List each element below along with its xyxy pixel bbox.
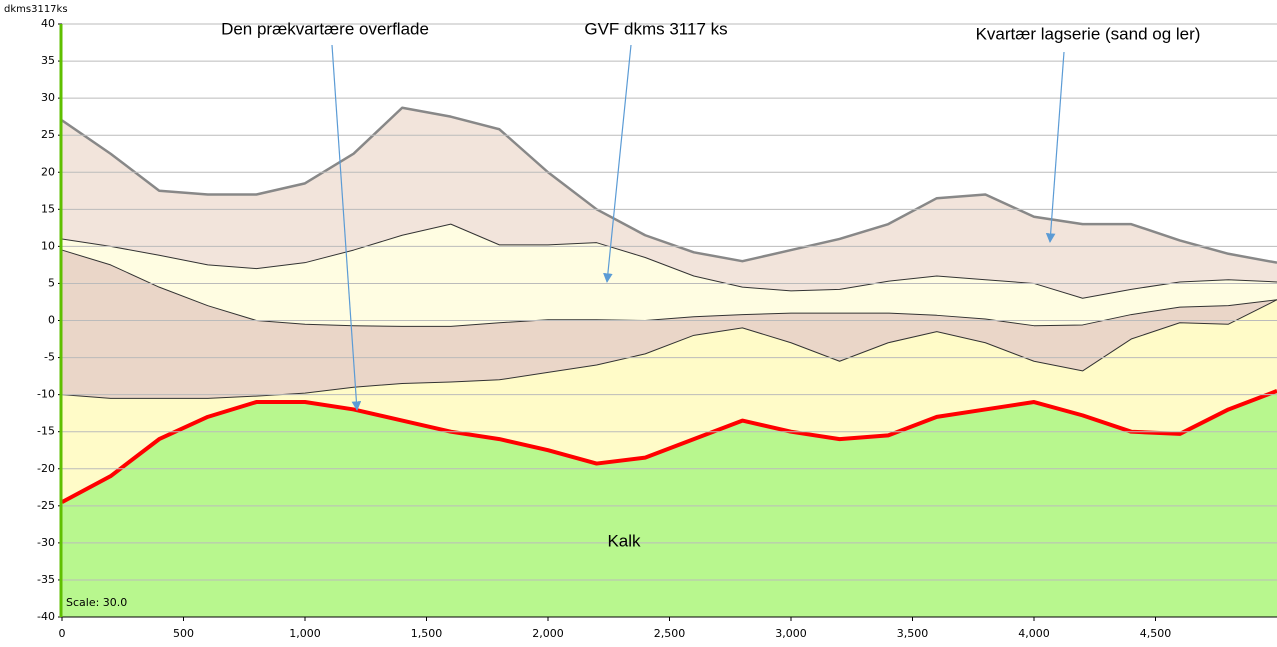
y-tick-label: 0 (48, 314, 55, 327)
axis-title: dkms3117ks (4, 4, 68, 15)
x-tick-label: 4,500 (1140, 627, 1172, 640)
x-tick-label: 4,000 (1018, 627, 1050, 640)
annotation: Kalk (607, 531, 641, 550)
y-tick-label: 15 (41, 202, 55, 215)
y-tick-label: -10 (37, 388, 55, 401)
x-tick-label: 500 (173, 627, 194, 640)
arrow (1050, 52, 1064, 242)
y-tick-label: 5 (48, 276, 55, 289)
x-tick-label: 3,500 (897, 627, 929, 640)
scale-label: Scale: 30.0 (66, 596, 127, 609)
y-tick-label: 20 (41, 165, 55, 178)
chart: -40 -35 -30 -25 -20 -15 -10 -5 0 5 10 15 20 25 30 35 40 0… (0, 0, 1277, 647)
y-tick-label: -30 (37, 536, 55, 549)
y-tick-label: -5 (44, 351, 55, 364)
annotation: Den prækvartære overflade (221, 19, 429, 38)
y-tick-label: -25 (37, 499, 55, 512)
x-tick-label: 1,500 (411, 627, 443, 640)
y-tick-label: -20 (37, 462, 55, 475)
x-tick-label: 2,500 (654, 627, 686, 640)
y-tick-label: 40 (41, 17, 55, 30)
y-tick-label: 35 (41, 54, 55, 67)
x-tick-label: 0 (59, 627, 66, 640)
y-tick-label: -15 (37, 425, 55, 438)
annotation: Kvartær lagserie (sand og ler) (976, 24, 1201, 43)
y-tick-label: 10 (41, 239, 55, 252)
x-tick-label: 2,000 (532, 627, 564, 640)
y-tick-label: 30 (41, 91, 55, 104)
y-tick-label: -40 (37, 610, 55, 623)
x-tick-label: 1,000 (289, 627, 321, 640)
y-tick-label: -35 (37, 573, 55, 586)
x-tick-label: 3,000 (775, 627, 807, 640)
y-tick-label: 25 (41, 128, 55, 141)
annotation: GVF dkms 3117 ks (584, 19, 727, 38)
